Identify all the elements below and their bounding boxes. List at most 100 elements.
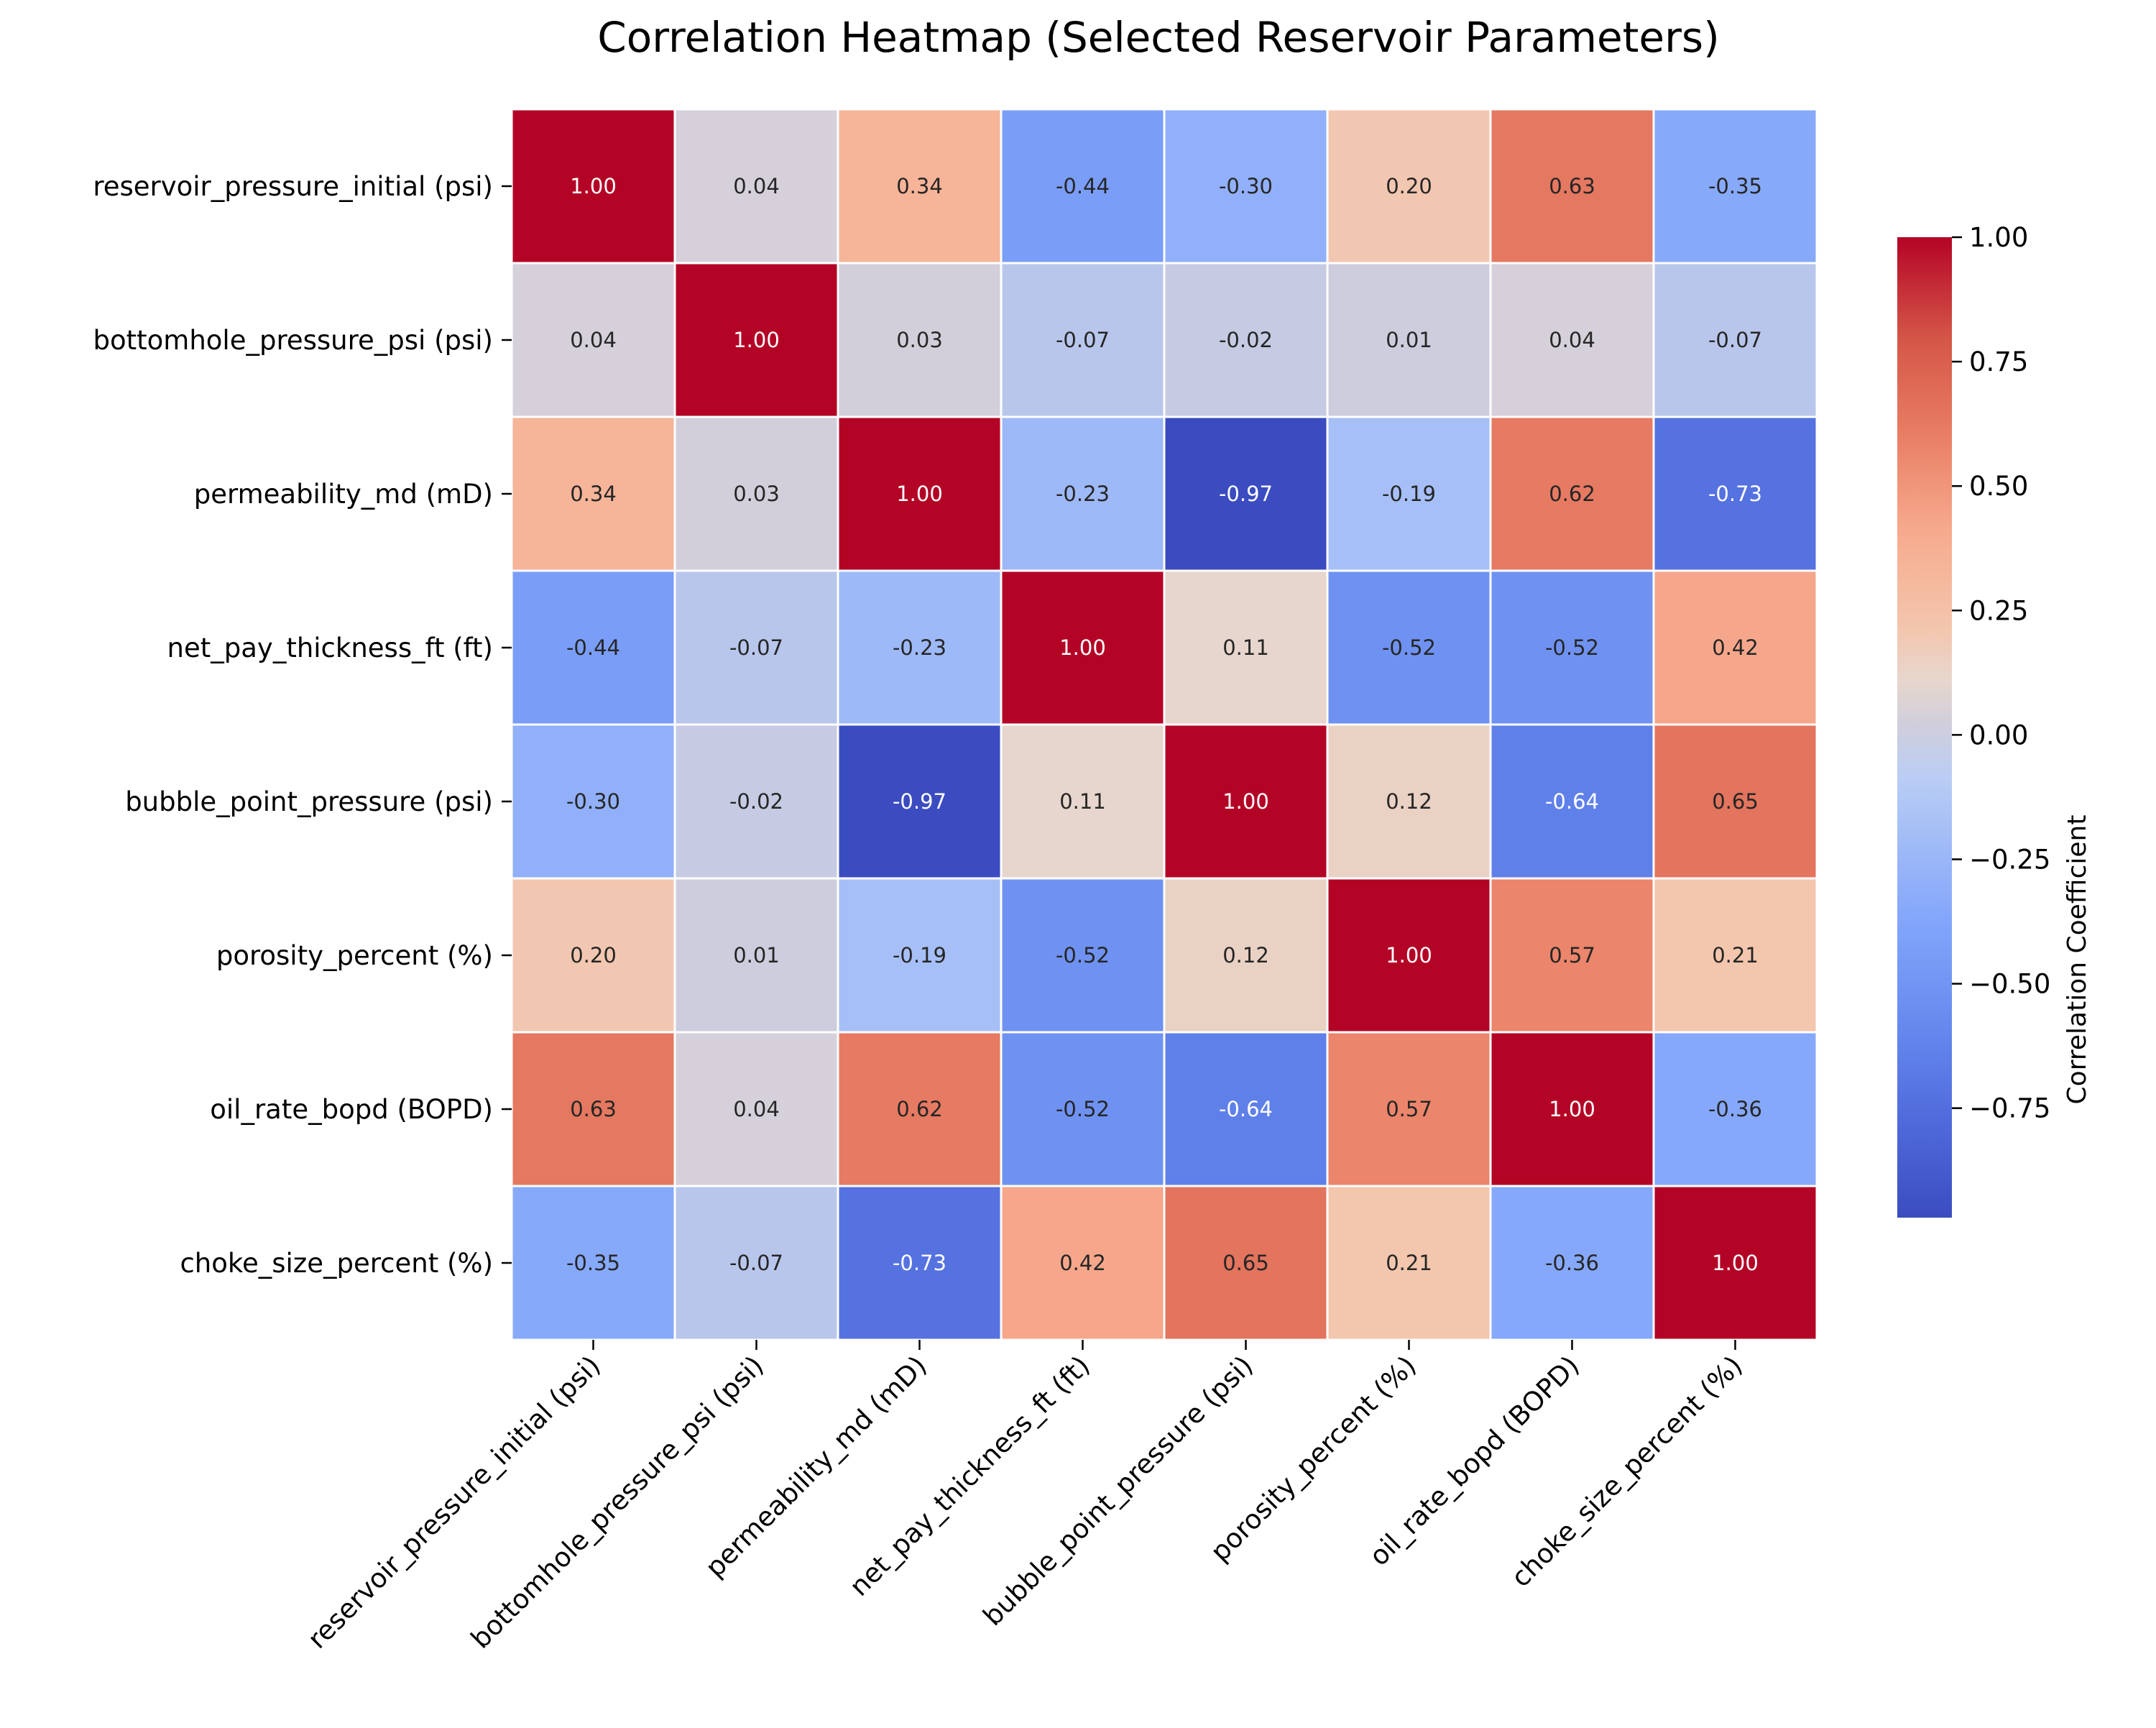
cell-value-label-r5-c1: 0.01 bbox=[733, 943, 780, 968]
heatmap-cell-r7-c2 bbox=[837, 1185, 1003, 1341]
heatmap-cell-r0-c2 bbox=[837, 108, 1003, 265]
colorbar-tick-label-3: 0.25 bbox=[1969, 595, 2028, 626]
cell-value-label-r4-c4: 1.00 bbox=[1222, 789, 1269, 814]
cell-value-label-r1-c3: -0.07 bbox=[1056, 328, 1110, 352]
cell-value-label-r0-c4: -0.30 bbox=[1219, 174, 1273, 198]
cell-value-label-r1-c6: 0.04 bbox=[1549, 328, 1595, 352]
cell-value-label-r5-c0: 0.20 bbox=[570, 943, 617, 968]
cell-value-label-r4-c1: -0.02 bbox=[729, 789, 783, 814]
colorbar-tick-label-5: −0.25 bbox=[1969, 844, 2050, 875]
heatmap-cell-r5-c4 bbox=[1163, 877, 1329, 1034]
column-label-4: bubble_point_pressure (psi) bbox=[977, 1350, 1259, 1632]
heatmap-cell-r4-c4 bbox=[1163, 723, 1329, 880]
cell-value-label-r2-c4: -0.97 bbox=[1219, 482, 1273, 506]
cell-value-label-r7-c6: -0.36 bbox=[1545, 1251, 1599, 1275]
cell-value-label-r5-c2: -0.19 bbox=[893, 943, 946, 968]
cell-value-label-r3-c6: -0.52 bbox=[1545, 635, 1599, 660]
cell-value-label-r7-c1: -0.07 bbox=[729, 1251, 783, 1275]
cell-value-label-r7-c5: 0.21 bbox=[1386, 1251, 1432, 1275]
heatmap-cell-r5-c1 bbox=[673, 877, 839, 1034]
cell-value-label-r6-c6: 1.00 bbox=[1549, 1097, 1595, 1121]
cell-value-label-r5-c7: 0.21 bbox=[1712, 943, 1759, 968]
cell-value-label-r0-c7: -0.35 bbox=[1708, 174, 1762, 198]
heatmap-cell-r2-c4 bbox=[1163, 415, 1329, 572]
cell-value-label-r2-c7: -0.73 bbox=[1708, 482, 1762, 506]
cell-value-label-r5-c3: -0.52 bbox=[1056, 943, 1110, 968]
cell-value-label-r4-c6: -0.64 bbox=[1545, 789, 1599, 814]
cell-value-label-r1-c4: -0.02 bbox=[1219, 328, 1273, 352]
heatmap-cell-r6-c1 bbox=[673, 1031, 839, 1187]
heatmap-cell-r0-c7 bbox=[1652, 108, 1818, 265]
heatmap-cell-r0-c3 bbox=[1000, 108, 1166, 265]
heatmap-cell-r2-c6 bbox=[1489, 415, 1655, 572]
cell-value-label-r2-c1: 0.03 bbox=[733, 482, 780, 506]
colorbar-tick-label-0: 1.00 bbox=[1969, 222, 2028, 253]
column-label-1: bottomhole_pressure_psi (psi) bbox=[465, 1350, 770, 1655]
cell-value-label-r7-c2: -0.73 bbox=[893, 1251, 946, 1275]
heatmap-cell-r2-c2 bbox=[837, 415, 1003, 572]
heatmap-cell-r5-c7 bbox=[1652, 877, 1818, 1034]
cell-value-label-r3-c7: 0.42 bbox=[1712, 635, 1759, 660]
heatmap-cell-r6-c6 bbox=[1489, 1031, 1655, 1187]
colorbar-tick-label-6: −0.50 bbox=[1969, 969, 2050, 1000]
row-label-2: permeability_md (mD) bbox=[194, 479, 493, 510]
heatmap-cell-r6-c4 bbox=[1163, 1031, 1329, 1187]
colorbar-label: Correlation Coefficient bbox=[2063, 815, 2092, 1105]
heatmap-cell-r1-c7 bbox=[1652, 262, 1818, 418]
cell-value-label-r6-c0: 0.63 bbox=[570, 1097, 617, 1121]
cell-value-label-r4-c3: 0.11 bbox=[1059, 789, 1106, 814]
cell-value-label-r2-c3: -0.23 bbox=[1056, 482, 1110, 506]
cell-value-label-r0-c1: 0.04 bbox=[733, 174, 780, 198]
colorbar: 1.00 0.75 0.50 0.25 0.00 −0.25 −0.50 −0.75 bbox=[1897, 222, 2050, 1218]
heatmap-cell-r3-c2 bbox=[837, 569, 1003, 726]
cell-value-label-r2-c0: 0.34 bbox=[570, 482, 617, 506]
cell-value-label-r4-c0: -0.30 bbox=[566, 789, 620, 814]
heatmap-cells: 1.00 0.04 0.34 -0.44 -0.30 0.20 0.63 -0.35 0.04 1… bbox=[510, 108, 1818, 1341]
cell-value-label-r4-c7: 0.65 bbox=[1712, 789, 1759, 814]
heatmap-cell-r7-c7 bbox=[1652, 1185, 1818, 1341]
row-label-4: bubble_point_pressure (psi) bbox=[125, 786, 493, 817]
cell-value-label-r5-c6: 0.57 bbox=[1549, 943, 1595, 968]
heatmap-cell-r4-c5 bbox=[1326, 723, 1492, 880]
cell-value-label-r6-c3: -0.52 bbox=[1056, 1097, 1110, 1121]
row-label-7: choke_size_percent (%) bbox=[180, 1248, 493, 1279]
cell-value-label-r3-c3: 1.00 bbox=[1059, 635, 1106, 660]
cell-value-label-r3-c1: -0.07 bbox=[729, 635, 783, 660]
row-label-1: bottomhole_pressure_psi (psi) bbox=[93, 325, 493, 356]
cell-value-label-r1-c2: 0.03 bbox=[896, 328, 943, 352]
cell-value-label-r2-c5: -0.19 bbox=[1382, 482, 1436, 506]
cell-value-label-r2-c6: 0.62 bbox=[1549, 482, 1595, 506]
heatmap-cell-r0-c5 bbox=[1326, 108, 1492, 265]
cell-value-label-r0-c3: -0.44 bbox=[1056, 174, 1110, 198]
cell-value-label-r0-c5: 0.20 bbox=[1386, 174, 1432, 198]
chart-title: Correlation Heatmap (Selected Reservoir … bbox=[597, 13, 1720, 62]
cell-value-label-r5-c5: 1.00 bbox=[1386, 943, 1432, 968]
cell-value-label-r2-c2: 1.00 bbox=[896, 482, 943, 506]
heatmap-cell-r2-c5 bbox=[1326, 415, 1492, 572]
cell-value-label-r6-c7: -0.36 bbox=[1708, 1097, 1762, 1121]
heatmap-cell-r1-c3 bbox=[1000, 262, 1166, 418]
cell-value-label-r0-c2: 0.34 bbox=[896, 174, 943, 198]
colorbar-tick-label-7: −0.75 bbox=[1969, 1093, 2050, 1124]
heatmap-cell-r6-c2 bbox=[837, 1031, 1003, 1187]
heatmap-cell-r0-c1 bbox=[673, 108, 839, 265]
heatmap-cell-r4-c7 bbox=[1652, 723, 1818, 880]
cell-value-label-r7-c0: -0.35 bbox=[566, 1251, 620, 1275]
heatmap-cell-r6-c5 bbox=[1326, 1031, 1492, 1187]
heatmap-cell-r4-c6 bbox=[1489, 723, 1655, 880]
heatmap-cell-r2-c1 bbox=[673, 415, 839, 572]
heatmap-cell-r2-c7 bbox=[1652, 415, 1818, 572]
cell-value-label-r3-c4: 0.11 bbox=[1222, 635, 1269, 660]
cell-value-label-r0-c0: 1.00 bbox=[570, 174, 617, 198]
heatmap-cell-r3-c3 bbox=[1000, 569, 1166, 726]
heatmap-cell-r6-c7 bbox=[1652, 1031, 1818, 1187]
row-label-0: reservoir_pressure_initial (psi) bbox=[93, 171, 493, 202]
cell-value-label-r6-c1: 0.04 bbox=[733, 1097, 780, 1121]
heatmap-cell-r3-c0 bbox=[510, 569, 676, 726]
cell-value-label-r1-c5: 0.01 bbox=[1386, 328, 1432, 352]
row-labels: reservoir_pressure_initial (psi) bottomho… bbox=[93, 171, 512, 1279]
cell-value-label-r6-c5: 0.57 bbox=[1386, 1097, 1432, 1121]
heatmap-cell-r0-c0 bbox=[510, 108, 676, 265]
cell-value-label-r3-c5: -0.52 bbox=[1382, 635, 1436, 660]
